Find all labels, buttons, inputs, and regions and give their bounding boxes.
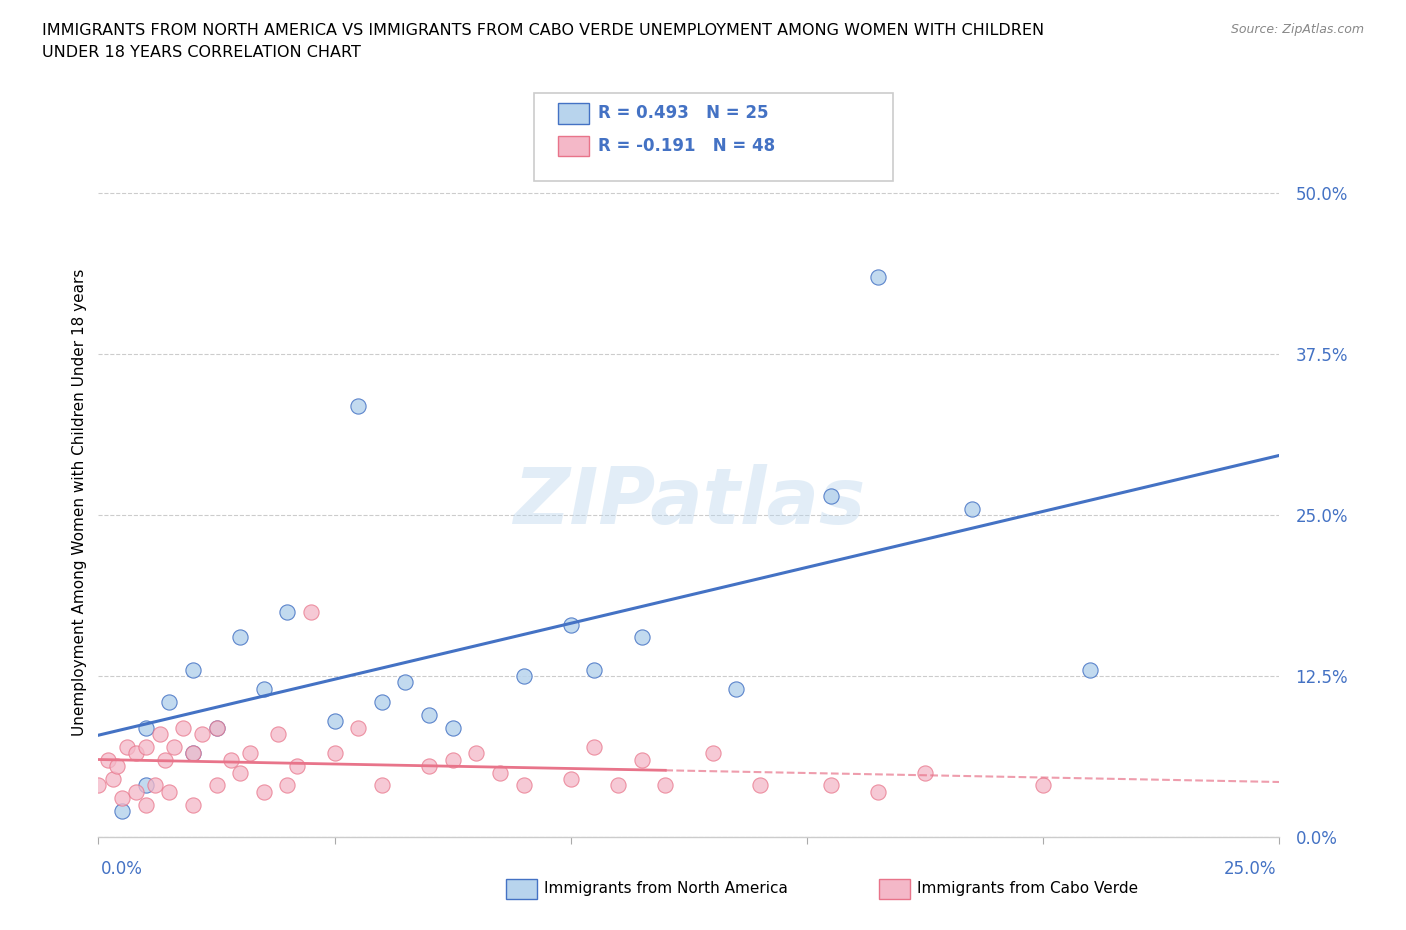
Point	[583, 662, 606, 677]
Point	[512, 669, 534, 684]
Point	[111, 804, 134, 818]
Y-axis label: Unemployment Among Women with Children Under 18 years: Unemployment Among Women with Children U…	[72, 269, 87, 736]
Point	[101, 772, 124, 787]
Point	[125, 785, 148, 800]
Text: 25.0%: 25.0%	[1225, 860, 1277, 878]
Point	[560, 772, 582, 787]
Point	[371, 778, 394, 793]
Point	[323, 746, 346, 761]
Point	[866, 270, 889, 285]
Point	[702, 746, 724, 761]
Point	[560, 618, 582, 632]
Point	[97, 752, 120, 767]
Point	[285, 759, 308, 774]
Point	[371, 695, 394, 710]
Point	[276, 604, 298, 619]
Point	[583, 739, 606, 754]
Point	[135, 778, 157, 793]
Point	[105, 759, 128, 774]
Point	[748, 778, 770, 793]
Point	[163, 739, 186, 754]
Point	[276, 778, 298, 793]
Point	[267, 726, 290, 741]
Point	[125, 746, 148, 761]
Point	[181, 662, 204, 677]
Point	[229, 765, 252, 780]
Point	[1080, 662, 1102, 677]
Point	[205, 778, 228, 793]
Text: Source: ZipAtlas.com: Source: ZipAtlas.com	[1230, 23, 1364, 36]
Text: ZIPatlas: ZIPatlas	[513, 464, 865, 540]
Point	[135, 739, 157, 754]
Point	[866, 785, 889, 800]
Point	[191, 726, 214, 741]
Point	[820, 488, 842, 503]
Point	[149, 726, 172, 741]
Point	[418, 707, 440, 722]
Point	[820, 778, 842, 793]
Point	[1032, 778, 1054, 793]
Point	[465, 746, 488, 761]
Point	[347, 720, 370, 735]
Point	[239, 746, 262, 761]
Point	[219, 752, 242, 767]
Point	[111, 790, 134, 805]
Point	[205, 720, 228, 735]
Point	[157, 695, 180, 710]
Point	[962, 501, 984, 516]
Point	[418, 759, 440, 774]
Point	[181, 746, 204, 761]
Point	[135, 720, 157, 735]
Point	[654, 778, 676, 793]
Point	[630, 752, 652, 767]
Point	[172, 720, 194, 735]
Text: UNDER 18 YEARS CORRELATION CHART: UNDER 18 YEARS CORRELATION CHART	[42, 45, 361, 60]
Point	[143, 778, 166, 793]
Point	[347, 398, 370, 413]
Point	[229, 630, 252, 644]
Text: IMMIGRANTS FROM NORTH AMERICA VS IMMIGRANTS FROM CABO VERDE UNEMPLOYMENT AMONG W: IMMIGRANTS FROM NORTH AMERICA VS IMMIGRA…	[42, 23, 1045, 38]
Point	[253, 682, 276, 697]
Point	[135, 797, 157, 812]
Point	[157, 785, 180, 800]
Point	[181, 746, 204, 761]
Point	[87, 778, 110, 793]
Point	[181, 797, 204, 812]
Point	[205, 720, 228, 735]
Point	[512, 778, 534, 793]
Point	[630, 630, 652, 644]
Point	[115, 739, 138, 754]
Point	[441, 720, 464, 735]
Point	[489, 765, 512, 780]
Point	[607, 778, 630, 793]
Point	[153, 752, 176, 767]
Text: R = -0.191   N = 48: R = -0.191 N = 48	[598, 137, 775, 155]
Text: R = 0.493   N = 25: R = 0.493 N = 25	[598, 104, 768, 123]
Point	[441, 752, 464, 767]
Text: Immigrants from Cabo Verde: Immigrants from Cabo Verde	[917, 881, 1137, 896]
Point	[725, 682, 748, 697]
Point	[914, 765, 936, 780]
Point	[394, 675, 416, 690]
Point	[299, 604, 322, 619]
Text: 0.0%: 0.0%	[101, 860, 143, 878]
Text: Immigrants from North America: Immigrants from North America	[544, 881, 787, 896]
Point	[323, 713, 346, 728]
Point	[253, 785, 276, 800]
